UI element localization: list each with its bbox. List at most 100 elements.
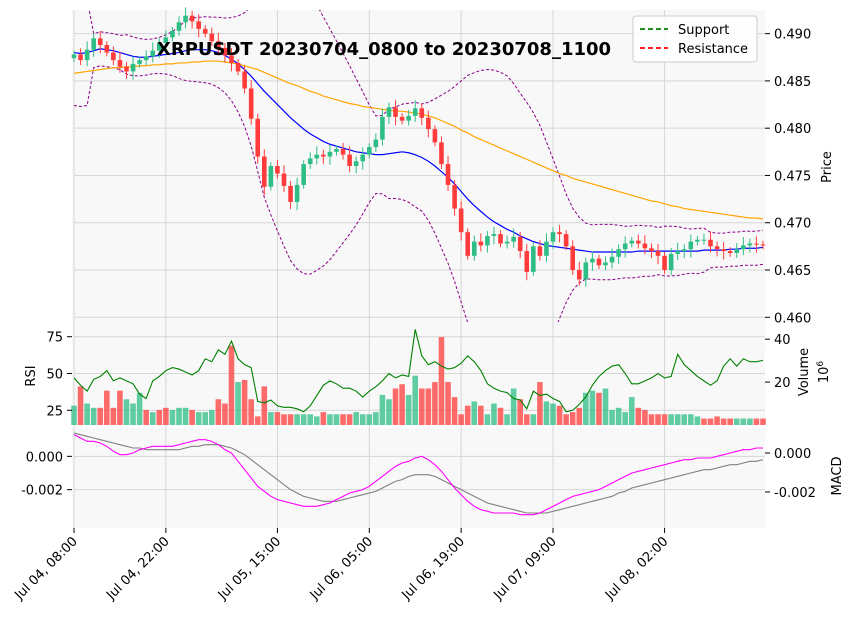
- candle-body: [445, 164, 451, 185]
- candle-body: [563, 234, 569, 247]
- candle-body: [71, 54, 77, 59]
- volume-bar: [537, 382, 543, 425]
- bollinger-upper-line: [88, 10, 764, 234]
- volume-bar: [674, 414, 681, 425]
- candle-body: [360, 154, 366, 162]
- candle-body: [157, 43, 162, 51]
- candle-body: [695, 239, 700, 242]
- candle-body: [616, 249, 621, 257]
- candle-body: [681, 249, 687, 252]
- candle-body: [708, 239, 713, 247]
- volume-bar: [523, 414, 530, 425]
- candle-body: [485, 235, 490, 246]
- volume-bar: [353, 412, 359, 425]
- price-tick-label: 0.470: [774, 217, 811, 232]
- legend-box: [632, 15, 758, 63]
- candle-body: [78, 54, 83, 61]
- volume-bar: [248, 399, 254, 425]
- price-tick-label: 0.465: [774, 264, 811, 279]
- volume-bar: [425, 388, 432, 425]
- candle-body: [412, 108, 418, 116]
- candle-body: [537, 246, 543, 256]
- volume-bar: [143, 409, 149, 425]
- candle-body: [550, 232, 556, 242]
- volume-bar: [123, 399, 130, 425]
- volume-bar: [379, 394, 386, 425]
- candle-body: [452, 184, 457, 209]
- volume-bar: [432, 382, 438, 425]
- volume-bar: [222, 403, 228, 425]
- macd-series: [73, 432, 764, 516]
- volume-bar: [707, 418, 714, 425]
- volume-bar: [510, 388, 517, 425]
- volume-bar: [346, 414, 353, 425]
- candle-body: [275, 166, 280, 174]
- volume-bar: [130, 403, 136, 425]
- chart-title: XRPUSDT 20230704_0800 to 20230708_1100: [157, 39, 611, 60]
- candle-body: [150, 50, 156, 57]
- volume-bar: [392, 388, 399, 425]
- legend: Support Resistance: [632, 15, 758, 63]
- candle-body: [307, 158, 313, 165]
- volume-bar: [681, 414, 688, 425]
- candle-body: [216, 41, 221, 48]
- volume-bar: [458, 414, 464, 425]
- candle-body: [209, 33, 215, 42]
- rsi-tick-label: 50: [46, 368, 63, 383]
- rsi-series: [73, 329, 764, 413]
- candle-body: [603, 262, 608, 266]
- candle-body: [760, 244, 766, 246]
- candle-body: [124, 66, 129, 72]
- volume-bar: [327, 414, 333, 425]
- volume-bar: [241, 379, 248, 425]
- candle-body: [183, 15, 188, 23]
- price-tick-label: 0.490: [774, 28, 811, 43]
- volume-bar: [399, 384, 405, 425]
- candle-body: [524, 251, 530, 272]
- volume-bar: [300, 414, 307, 425]
- volume-bar: [602, 388, 609, 425]
- candle-body: [347, 154, 352, 166]
- volume-bar: [189, 409, 195, 425]
- candle-body: [636, 240, 641, 244]
- candlesticks: [71, 7, 766, 287]
- candle-body: [675, 251, 680, 254]
- volume-bar: [471, 401, 478, 425]
- macd-left-tick-label: 0.000: [26, 450, 63, 465]
- volume-bar: [445, 382, 451, 425]
- volume-bar: [655, 414, 661, 425]
- candle-body: [288, 185, 293, 202]
- moving-average-long-line: [73, 60, 764, 220]
- volume-bar: [176, 407, 182, 425]
- price-overlays: [73, 10, 764, 322]
- volume-bar: [149, 412, 156, 425]
- x-tick-label: Jul 06, 05:00: [307, 534, 376, 603]
- candle-body: [130, 63, 136, 72]
- candle-body: [334, 148, 339, 152]
- volume-bar: [281, 414, 287, 425]
- volume-bar: [517, 399, 523, 425]
- rsi-line: [73, 329, 764, 413]
- candle-body: [386, 107, 392, 117]
- x-tick-label: Jul 07, 09:00: [490, 534, 559, 603]
- candle-body: [111, 52, 116, 61]
- volume-bar: [202, 412, 209, 425]
- volume-bar: [642, 409, 648, 425]
- macd-axis-label: MACD: [830, 457, 845, 496]
- volume-bar: [747, 418, 753, 425]
- volume-bar: [163, 407, 169, 425]
- volume-tick-label: 40: [774, 333, 791, 348]
- volume-tick-label: 20: [774, 376, 791, 391]
- x-tick-label: Jul 06, 19:00: [399, 534, 468, 603]
- volume-bar: [438, 337, 445, 425]
- volume-bar: [136, 392, 143, 425]
- volume-bar: [412, 375, 419, 425]
- volume-bar: [628, 397, 635, 425]
- volume-bar: [589, 390, 596, 425]
- macd-right-tick-label: 0.000: [774, 447, 811, 462]
- price-overlay-clip-group: [73, 10, 764, 322]
- x-tick-label: Jul 04, 08:00: [11, 534, 80, 603]
- candle-body: [340, 148, 346, 155]
- moving-average-short-line: [73, 48, 764, 253]
- price-axis-label: Price: [820, 151, 835, 183]
